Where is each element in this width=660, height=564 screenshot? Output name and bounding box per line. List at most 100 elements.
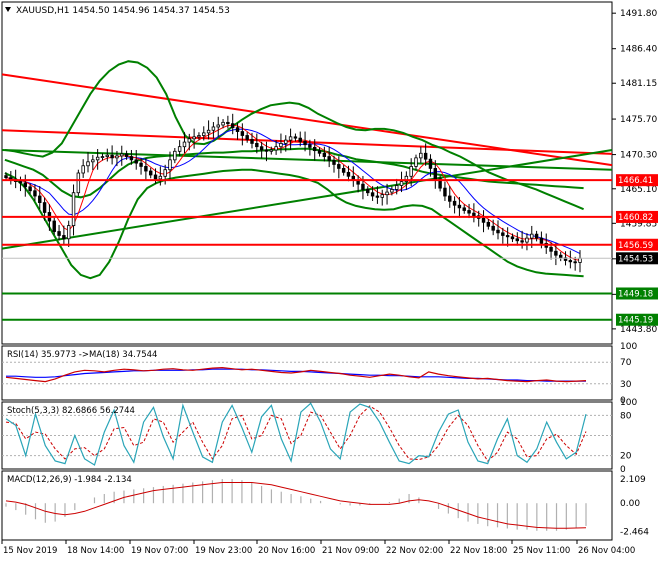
candle-body (578, 257, 582, 263)
level-tag-label: 1460.82 (618, 213, 653, 223)
candle-body (443, 187, 447, 197)
candle-body (554, 250, 558, 256)
price-axis-label: 1443.80 (620, 325, 657, 335)
candle-body (91, 159, 95, 163)
candle-body (361, 183, 365, 190)
macd-title: MACD(12,26,9) -1.984 -2.134 (7, 475, 132, 485)
candle-body (264, 149, 269, 152)
candle-body (303, 141, 307, 146)
candle-body (71, 192, 76, 227)
stoch-axis-label: 80 (620, 411, 632, 421)
moving-average-slow (5, 128, 581, 255)
macd-signal-line (5, 482, 587, 529)
candle-body (409, 166, 413, 177)
candle-body (4, 175, 8, 179)
level-tag-label: 1466.41 (618, 176, 653, 186)
candle-body (235, 127, 240, 132)
candle-body (115, 155, 119, 159)
candle-body (192, 136, 196, 140)
candle-body (515, 238, 520, 242)
candle-body (366, 189, 370, 194)
candle-body (230, 123, 235, 129)
candle-body (573, 261, 577, 264)
candle-body (95, 156, 100, 161)
time-axis-label: 21 Nov 09:00 (322, 546, 379, 556)
candle-body (525, 237, 529, 243)
candle-body (438, 178, 442, 189)
candle-body (448, 195, 452, 202)
stoch-axis-label: 20 (620, 452, 632, 462)
candle-body (134, 159, 138, 164)
candle-body (255, 143, 259, 148)
price-axis-label: 1465.10 (620, 185, 657, 195)
candle-body (259, 146, 264, 151)
candle-body (520, 240, 524, 243)
candle-body (462, 207, 466, 211)
candle-body (491, 225, 495, 231)
stoch-main-line (5, 402, 587, 466)
rsi-axis-label: 70 (620, 358, 632, 368)
price-axis-label: 1486.40 (620, 45, 657, 55)
candle-body (534, 233, 539, 239)
price-axis-label: 1475.70 (620, 115, 657, 125)
candle-body (173, 150, 177, 161)
candle-body (486, 221, 491, 227)
stoch-axis-label: 100 (620, 398, 637, 408)
candle-body (23, 182, 28, 188)
candle-body (18, 181, 23, 184)
time-axis-label: 19 Nov 23:00 (195, 546, 252, 556)
candle-body (505, 235, 510, 238)
candle-body (414, 157, 418, 167)
candle-body (327, 156, 331, 161)
current-price-label: 1454.53 (618, 254, 653, 264)
candle-body (52, 220, 56, 232)
time-axis-label: 22 Nov 02:00 (386, 546, 443, 556)
candle-body (245, 135, 249, 140)
rsi-line (5, 366, 587, 383)
main-panel-frame (1, 1, 613, 345)
time-axis-label: 15 Nov 2019 (3, 546, 57, 556)
candle-body (110, 154, 114, 159)
candle-body (457, 204, 462, 209)
rsi-axis-label: 30 (620, 380, 632, 390)
candle-body (332, 160, 336, 165)
stoch-title: Stoch(5,3,3) 82.6866 56.2744 (7, 406, 135, 416)
candle-body (139, 162, 143, 167)
candle-body (168, 159, 172, 171)
candle-body (86, 161, 90, 167)
candle-body (144, 166, 148, 172)
candle-body (100, 156, 105, 158)
level-tag-label: 1456.59 (618, 241, 653, 251)
rsi-title: RSI(14) 35.9773 ->MA(18) 34.7544 (7, 350, 157, 360)
candle-body (322, 152, 327, 157)
level-tag-1456.59 (616, 238, 658, 251)
candle-body (62, 235, 66, 240)
time-axis-label: 25 Nov 11:00 (513, 546, 570, 556)
candle-body (81, 165, 85, 174)
time-axis-label: 20 Nov 16:00 (258, 546, 315, 556)
candle-body (394, 185, 399, 190)
candle-body (530, 233, 534, 239)
candle-body (317, 150, 322, 154)
trendline-green (1, 148, 613, 171)
candle-body (472, 212, 476, 217)
candle-body (510, 236, 515, 240)
level-tag-label: 1445.19 (618, 316, 653, 326)
candle-body (202, 132, 206, 136)
candle-body (28, 186, 32, 192)
candle-body (481, 217, 486, 223)
macd-axis-label: 0.00 (620, 499, 640, 509)
time-axis-label: 26 Nov 04:00 (578, 546, 635, 556)
current-price-tag (616, 252, 658, 265)
candle-body (211, 126, 216, 131)
candle-body (274, 146, 278, 151)
candle-body (206, 129, 211, 134)
candle-body (452, 200, 457, 206)
candle-body (390, 189, 394, 193)
time-axis-label: 22 Nov 18:00 (450, 546, 507, 556)
candle-body (298, 137, 302, 142)
candle-body (399, 181, 404, 186)
candle-body (312, 146, 317, 152)
symbol-header: XAUUSD,H1 1454.50 1454.96 1454.37 1454.5… (16, 6, 230, 16)
